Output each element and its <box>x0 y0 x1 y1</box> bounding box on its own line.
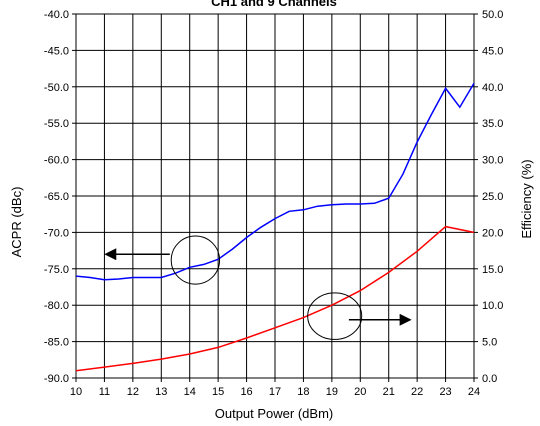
x-tick-label: 20 <box>354 386 366 398</box>
x-tick-label: 13 <box>155 386 167 398</box>
y-right-tick-label: 10.0 <box>482 300 503 312</box>
y-left-tick-label: -90.0 <box>44 373 69 385</box>
y-right-tick-label: 50.0 <box>482 9 503 21</box>
y-right-tick-label: 25.0 <box>482 191 503 203</box>
x-tick-labels: 10 11 12 13 14 15 16 17 18 19 20 21 22 23 24 <box>70 386 480 398</box>
x-axis-label: Output Power (dBm) <box>215 406 334 421</box>
x-tick-label: 10 <box>70 386 82 398</box>
x-tick-label: 18 <box>297 386 309 398</box>
y-right-tick-label: 15.0 <box>482 264 503 276</box>
x-tick-label: 14 <box>184 386 196 398</box>
y-right-tick-label: 40.0 <box>482 82 503 94</box>
y-right-tick-label: 20.0 <box>482 227 503 239</box>
y-right-tick-label: 30.0 <box>482 155 503 167</box>
x-tick-label: 23 <box>439 386 451 398</box>
x-tick-label: 19 <box>326 386 338 398</box>
x-tick-label: 16 <box>240 386 252 398</box>
y-left-tick-label: -80.0 <box>44 300 69 312</box>
x-tick-label: 15 <box>212 386 224 398</box>
y-left-tick-labels: -40.0 -45.0 -50.0 -55.0 -60.0 -65.0 -70.0 -75.0… <box>44 9 69 385</box>
y-right-axis-label: Efficiency (%) <box>519 159 534 238</box>
y-left-tick-label: -75.0 <box>44 264 69 276</box>
x-tick-label: 11 <box>99 386 110 398</box>
grid <box>72 13 478 382</box>
x-tick-label: 22 <box>411 386 423 398</box>
chart-title: CH1 and 9 Channels <box>211 0 337 9</box>
y-left-axis-label: ACPR (dBc) <box>9 187 24 258</box>
x-tick-label: 17 <box>269 386 281 398</box>
annotations <box>104 235 412 340</box>
y-right-tick-labels: 50.0 45.0 40.0 35.0 30.0 25.0 20.0 15.0 10.0 5.0 0… <box>482 9 503 385</box>
plot-border <box>75 13 475 379</box>
y-right-tick-label: 5.0 <box>482 337 497 349</box>
y-left-tick-label: -60.0 <box>44 155 69 167</box>
y-right-tick-label: 0.0 <box>482 373 497 385</box>
series-lines <box>75 82 475 372</box>
x-tick-label: 12 <box>127 386 139 398</box>
acpr-series-line <box>75 82 475 281</box>
annotation-ellipse <box>170 235 221 285</box>
y-left-tick-label: -85.0 <box>44 337 69 349</box>
x-tick-label: 24 <box>468 386 480 398</box>
y-left-tick-label: -65.0 <box>44 191 69 203</box>
plot-frame <box>75 13 475 379</box>
y-left-tick-label: -45.0 <box>44 45 69 57</box>
efficiency-series-line <box>75 225 475 372</box>
x-tick-label: 21 <box>383 386 395 398</box>
y-left-tick-label: -40.0 <box>44 9 69 21</box>
y-right-tick-label: 35.0 <box>482 118 503 130</box>
annotation-ellipse <box>307 292 363 340</box>
y-left-tick-label: -50.0 <box>44 82 69 94</box>
y-right-tick-label: 45.0 <box>482 45 503 57</box>
y-left-tick-label: -70.0 <box>44 227 69 239</box>
y-left-tick-label: -55.0 <box>44 118 69 130</box>
